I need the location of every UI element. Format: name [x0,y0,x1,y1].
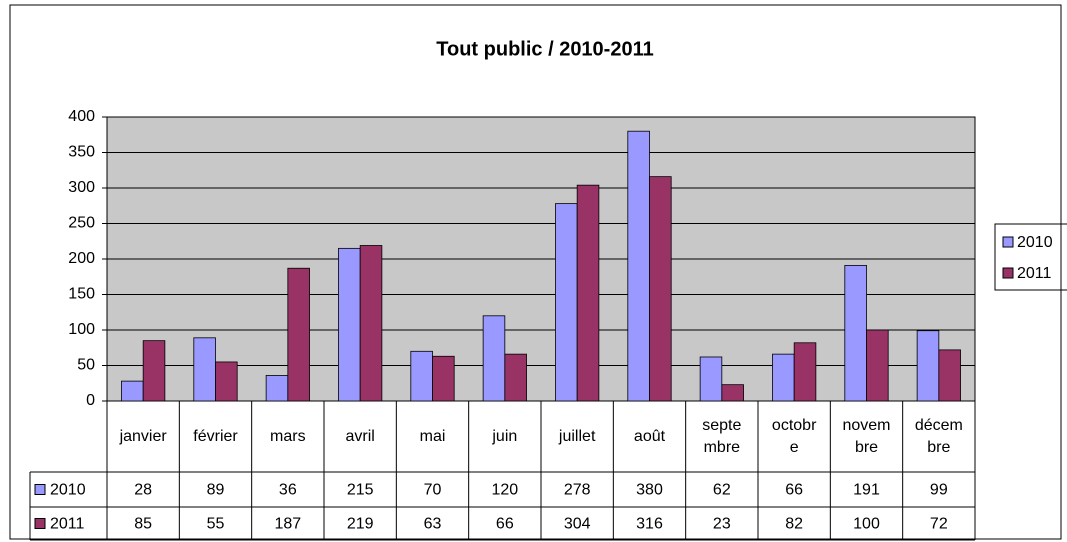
y-tick-label: 400 [68,108,95,125]
bar [121,380,144,402]
x-tick-label: février [193,427,238,445]
table-value: 187 [274,516,301,533]
table-value: 304 [564,516,591,533]
bar [844,264,867,402]
y-tick-label: 350 [68,144,95,161]
table-legend-key [34,484,46,495]
table-value: 120 [491,482,518,499]
bar [410,350,433,402]
bar [721,384,744,402]
table-value: 316 [636,516,663,533]
table-value: 219 [347,516,374,533]
table-series-label: 2010 [50,482,86,499]
table-series-label: 2011 [50,516,85,533]
bar [265,375,289,402]
table-value: 55 [207,516,225,533]
bar [866,329,889,402]
legend-key [1002,236,1014,248]
bar [504,353,527,402]
x-tick-label: mai [419,427,446,445]
table-value: 23 [713,516,731,533]
x-tick-label: juillet [558,427,596,445]
x-tick-label: juin [492,427,518,445]
x-tick-label: septembre [702,416,742,456]
x-tick-label: mars [270,427,306,445]
bar [142,340,166,402]
bar [193,337,216,402]
y-tick-label: 300 [68,179,95,196]
table-legend-key [34,518,46,529]
x-tick-label: octobre [771,416,817,456]
table-value: 63 [424,516,442,533]
table-value: 62 [713,482,731,499]
table-value: 100 [853,516,880,533]
y-tick-label: 50 [77,357,95,374]
legend-label: 2010 [1017,234,1053,251]
bar [793,342,817,402]
bar [772,353,795,402]
bar [649,176,672,402]
table-value: 89 [207,482,225,499]
table-value: 66 [785,482,803,499]
chart-title: Tout public / 2010-2011 [436,38,653,60]
table-value: 278 [564,482,591,499]
y-tick-label: 0 [86,392,95,409]
table-value: 99 [930,482,948,499]
bar [627,130,650,402]
y-tick-label: 150 [68,286,95,303]
table-value: 85 [134,516,152,533]
bar [699,356,723,402]
bar [938,349,961,402]
table-value: 82 [785,516,803,533]
legend-label: 2011 [1017,265,1052,282]
bar [555,203,578,402]
x-tick-label: avril [345,427,375,445]
y-tick-label: 250 [68,215,95,232]
table-value: 215 [347,482,374,499]
bar [359,245,383,402]
table-value: 72 [930,516,948,533]
bar [482,315,506,402]
bar [432,355,455,402]
y-tick-label: 200 [68,250,95,267]
bar [576,184,600,402]
table-value: 191 [853,482,880,499]
x-tick-label: janvier [119,427,167,445]
bar [287,267,310,402]
table-value: 66 [496,516,514,533]
table-value: 36 [279,482,297,499]
table-value: 70 [424,482,442,499]
bar [916,330,940,402]
x-tick-label: décembre [914,416,963,456]
bar [338,247,361,402]
table-value: 380 [636,482,663,499]
y-tick-label: 100 [68,321,95,338]
legend-box [994,223,1067,291]
table-value: 28 [134,482,152,499]
bar [215,361,238,402]
x-tick-label: novembre [842,416,891,456]
x-tick-label: août [633,427,666,445]
legend-key [1002,267,1014,279]
